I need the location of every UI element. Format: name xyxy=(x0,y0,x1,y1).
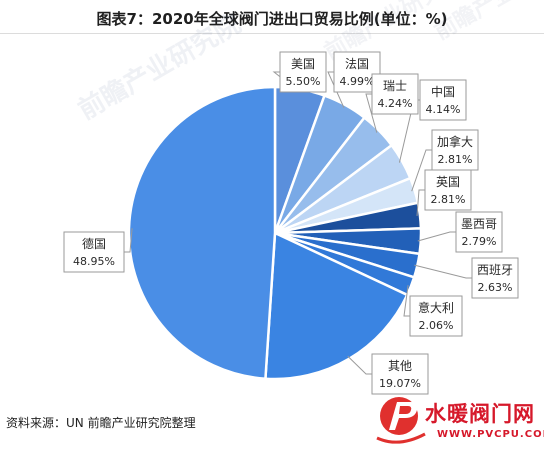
slice-value-label: 2.79% xyxy=(462,235,497,248)
slice-category-label: 中国 xyxy=(431,84,455,99)
slice-category-label: 西班牙 xyxy=(477,263,513,277)
slice-value-label: 2.81% xyxy=(431,193,466,206)
slice-category-label: 加拿大 xyxy=(437,134,473,149)
slice-label-box xyxy=(471,257,519,299)
pie-slice xyxy=(127,85,277,380)
slice-category-label: 美国 xyxy=(291,57,315,71)
site-logo: 水暖阀门网 WWW.PVCPU.COM xyxy=(375,390,544,447)
slice-category-label: 意大利 xyxy=(418,300,454,315)
logo-mark-icon xyxy=(376,397,426,444)
slice-label-box xyxy=(431,129,479,171)
leader-line xyxy=(347,355,372,375)
pie-slices xyxy=(127,85,423,381)
pie-slice xyxy=(264,231,409,381)
leader-line xyxy=(403,285,410,317)
slice-labels: 美国 5.50% 法国 4.99% 瑞士 4.24% 中国 4.14% 加拿大 2.81% 英国 2.… xyxy=(63,51,519,395)
slice-category-label: 德国 xyxy=(82,236,106,251)
slice-value-label: 5.50% xyxy=(286,75,321,88)
slice-label-box xyxy=(371,73,419,115)
leader-line xyxy=(414,264,472,279)
logo-url: WWW.PVCPU.COM xyxy=(437,429,544,440)
logo-text: 水暖阀门网 xyxy=(425,402,535,426)
leader-line xyxy=(411,149,432,192)
slice-label-box xyxy=(419,79,467,121)
slice-value-label: 2.63% xyxy=(478,281,513,294)
source-note: 资料来源：UN 前瞻产业研究院整理 xyxy=(6,416,196,430)
slice-value-label: 48.95% xyxy=(73,255,115,268)
slice-label-box xyxy=(371,353,429,395)
slice-value-label: 2.81% xyxy=(438,153,473,166)
slice-value-label: 2.06% xyxy=(419,319,454,332)
slice-category-label: 法国 xyxy=(345,57,369,71)
slice-label-box xyxy=(63,231,125,273)
slice-category-label: 其他 xyxy=(388,359,412,373)
slice-category-label: 英国 xyxy=(436,175,460,189)
slice-value-label: 4.99% xyxy=(340,75,375,88)
slice-value-label: 4.24% xyxy=(378,97,413,110)
leader-line xyxy=(416,189,425,216)
leader-line xyxy=(327,71,345,108)
slice-category-label: 瑞士 xyxy=(383,79,407,93)
chart-title: 图表7：2020年全球阀门进出口贸易比例(单位：%) xyxy=(96,10,448,28)
slice-label-box xyxy=(424,169,472,211)
slice-value-label: 4.14% xyxy=(426,103,461,116)
watermark-text: 前瞻产业研究院 xyxy=(430,0,544,45)
leader-line xyxy=(417,231,456,242)
leader-line xyxy=(365,93,378,133)
slice-label-box xyxy=(279,51,327,93)
slice-label-box xyxy=(455,211,503,253)
slice-category-label: 墨西哥 xyxy=(461,217,497,231)
slice-value-label: 19.07% xyxy=(379,377,421,390)
title-divider xyxy=(0,33,544,34)
leader-line xyxy=(124,228,133,253)
slice-label-box xyxy=(409,295,463,337)
